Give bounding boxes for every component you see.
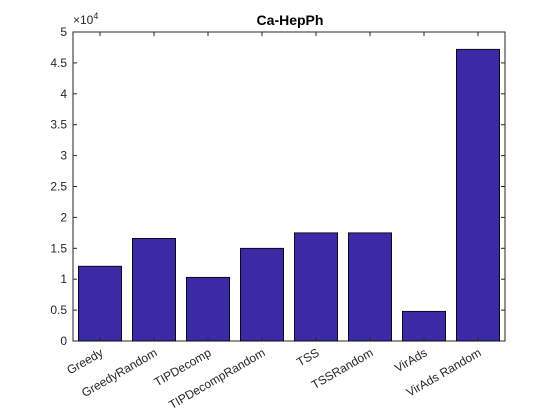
x-tick-label: TIPDecompRandom (166, 345, 267, 411)
y-tick-label: 0.5 (50, 303, 67, 317)
y-tick-label: 5 (60, 25, 67, 39)
bar-greedy (78, 265, 123, 342)
y-axis-exponent-base: ×10 (73, 13, 94, 27)
x-tick-label: Greedy (64, 345, 105, 377)
x-tick-label: TSS (294, 345, 321, 369)
y-tick-label: 3 (60, 149, 67, 163)
bar-tipdecomp (185, 276, 230, 342)
y-tick-label: 0 (60, 334, 67, 348)
y-axis-exponent: ×104 (73, 11, 98, 27)
bar-virads-random (455, 48, 500, 342)
y-tick-label: 2 (60, 210, 67, 224)
y-axis-ticks: 0 0.5 1 1.5 2 2.5 3 3.5 4 4.5 5 (50, 25, 505, 348)
bar-tipdecomprandom (239, 247, 284, 342)
bar-virads (401, 310, 446, 342)
chart-title: Ca-HepPh (257, 12, 324, 28)
y-tick-label: 2.5 (50, 180, 67, 194)
bars (78, 48, 500, 342)
y-axis-exponent-power: 4 (93, 11, 98, 21)
y-tick-label: 4 (60, 87, 67, 101)
bar-greedyrandom (131, 238, 176, 342)
bar-tss (293, 232, 338, 342)
y-tick-label: 1 (60, 272, 67, 286)
x-tick-label: TSSRandom (309, 345, 375, 391)
y-tick-label: 3.5 (50, 118, 67, 132)
bar-tssrandom (347, 232, 392, 342)
x-tick-label: VirAds (392, 345, 429, 375)
y-tick-label: 1.5 (50, 241, 67, 255)
y-tick-label: 4.5 (50, 56, 67, 70)
